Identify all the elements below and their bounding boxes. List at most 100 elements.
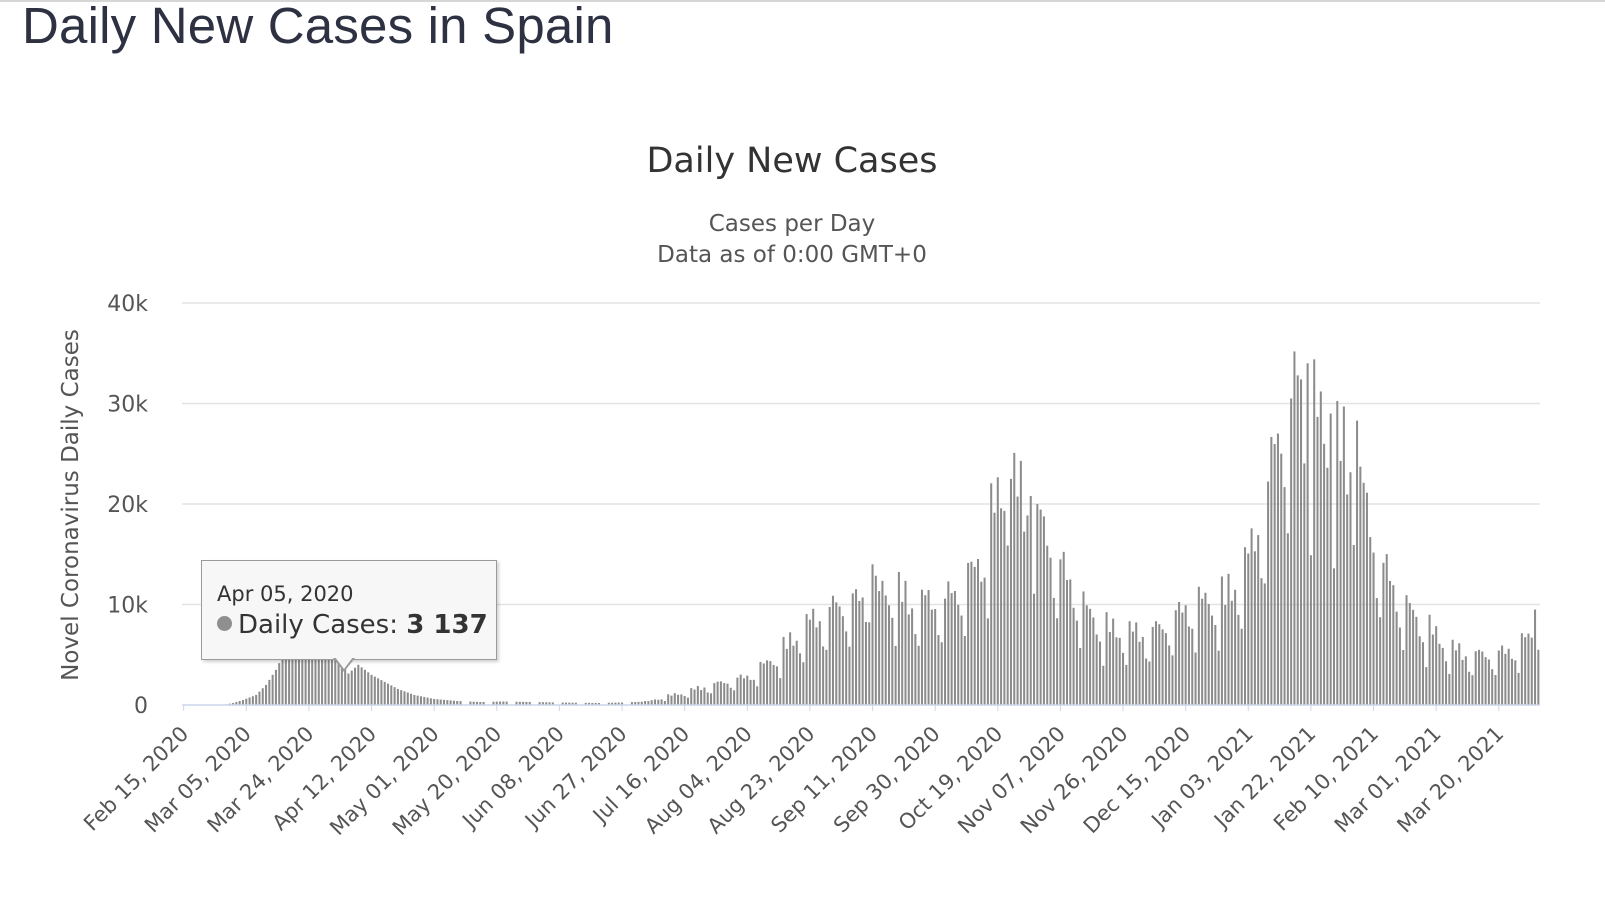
bar[interactable] xyxy=(1501,645,1504,705)
bar[interactable] xyxy=(990,483,993,705)
bar[interactable] xyxy=(1161,629,1164,705)
bar[interactable] xyxy=(996,477,999,705)
bar[interactable] xyxy=(1046,545,1049,705)
bar[interactable] xyxy=(1260,578,1263,705)
bar[interactable] xyxy=(1478,649,1481,705)
bar[interactable] xyxy=(884,595,887,706)
bar[interactable] xyxy=(1349,472,1352,705)
bar[interactable] xyxy=(1316,416,1319,705)
bar[interactable] xyxy=(1332,568,1336,705)
bar[interactable] xyxy=(334,643,337,705)
bar[interactable] xyxy=(782,636,785,705)
bar[interactable] xyxy=(574,702,577,705)
bar[interactable] xyxy=(1128,621,1131,705)
bar[interactable] xyxy=(1323,443,1326,705)
bar[interactable] xyxy=(963,636,966,705)
bar[interactable] xyxy=(294,634,297,705)
bar[interactable] xyxy=(980,581,983,705)
bar[interactable] xyxy=(1023,531,1026,705)
bar[interactable] xyxy=(548,702,551,705)
bar[interactable] xyxy=(934,609,937,705)
bar[interactable] xyxy=(439,699,442,705)
bar[interactable] xyxy=(1089,608,1092,705)
bar[interactable] xyxy=(1362,482,1365,705)
bar[interactable] xyxy=(274,669,277,705)
bar[interactable] xyxy=(377,678,380,705)
bar[interactable] xyxy=(1082,591,1085,705)
bar[interactable] xyxy=(1171,655,1174,705)
bar[interactable] xyxy=(1267,481,1270,706)
bar[interactable] xyxy=(1425,667,1428,705)
bar[interactable] xyxy=(739,674,742,705)
bar[interactable] xyxy=(1243,547,1247,705)
bar[interactable] xyxy=(248,697,251,705)
bar[interactable] xyxy=(1174,610,1177,705)
bar[interactable] xyxy=(713,683,716,705)
bar[interactable] xyxy=(505,701,508,705)
bar[interactable] xyxy=(818,621,821,705)
bar[interactable] xyxy=(245,698,248,705)
bar[interactable] xyxy=(802,662,805,705)
bar[interactable] xyxy=(677,694,680,705)
bar[interactable] xyxy=(1514,660,1517,705)
bar[interactable] xyxy=(1497,650,1500,705)
bar[interactable] xyxy=(1458,643,1461,705)
bar[interactable] xyxy=(927,589,930,705)
bar[interactable] xyxy=(617,702,620,705)
bar[interactable] xyxy=(367,672,370,705)
bar[interactable] xyxy=(1471,675,1474,705)
bar[interactable] xyxy=(235,701,238,705)
bar[interactable] xyxy=(706,692,709,705)
bar[interactable] xyxy=(344,661,347,705)
bar[interactable] xyxy=(976,558,980,705)
bar[interactable] xyxy=(1369,537,1372,705)
bar[interactable] xyxy=(1313,359,1316,705)
bar[interactable] xyxy=(271,674,274,705)
bar[interactable] xyxy=(1247,553,1250,705)
bar[interactable] xyxy=(845,631,848,705)
bar[interactable] xyxy=(1468,671,1471,705)
bar[interactable] xyxy=(1342,406,1345,705)
bar[interactable] xyxy=(937,635,940,705)
bar[interactable] xyxy=(1481,651,1484,705)
bar[interactable] xyxy=(1392,585,1395,705)
bar[interactable] xyxy=(1036,504,1039,705)
bar[interactable] xyxy=(1405,595,1408,705)
bar[interactable] xyxy=(1250,528,1253,705)
bar[interactable] xyxy=(1382,562,1385,705)
bar[interactable] xyxy=(944,598,947,705)
bar[interactable] xyxy=(1214,624,1217,705)
bar[interactable] xyxy=(901,601,904,705)
bar[interactable] xyxy=(561,702,564,705)
bar[interactable] xyxy=(446,700,449,705)
bar[interactable] xyxy=(1286,533,1289,705)
bar[interactable] xyxy=(838,606,841,705)
bar[interactable] xyxy=(1290,398,1293,705)
bar[interactable] xyxy=(1019,460,1022,705)
bar[interactable] xyxy=(1356,420,1359,705)
bar[interactable] xyxy=(360,667,363,705)
bar[interactable] xyxy=(894,645,897,705)
bar[interactable] xyxy=(472,701,475,705)
bar[interactable] xyxy=(1379,617,1382,705)
bar[interactable] xyxy=(1234,589,1237,705)
bar[interactable] xyxy=(1184,605,1187,705)
bar[interactable] xyxy=(564,702,568,705)
bar[interactable] xyxy=(241,699,244,705)
bar[interactable] xyxy=(878,591,881,705)
bar[interactable] xyxy=(265,684,268,705)
bar[interactable] xyxy=(1072,607,1075,705)
bar[interactable] xyxy=(1026,515,1029,705)
bar[interactable] xyxy=(594,702,597,705)
bar[interactable] xyxy=(1263,583,1266,705)
bar[interactable] xyxy=(1098,641,1101,705)
bar[interactable] xyxy=(881,580,884,705)
bar[interactable] xyxy=(660,699,663,705)
bar[interactable] xyxy=(1270,436,1273,705)
bar[interactable] xyxy=(897,571,900,705)
bar[interactable] xyxy=(1029,495,1032,705)
bar[interactable] xyxy=(1415,616,1418,705)
bar[interactable] xyxy=(390,685,393,705)
bar[interactable] xyxy=(1293,351,1296,705)
bar[interactable] xyxy=(1158,624,1161,705)
